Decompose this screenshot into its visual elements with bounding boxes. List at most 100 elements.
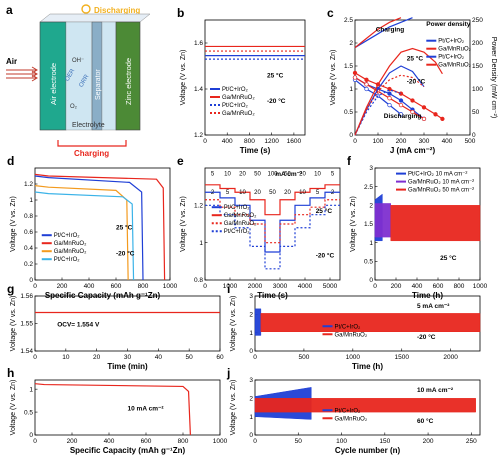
y-axis-label: Voltage (V vs. Zn) xyxy=(230,380,237,436)
y-tick-label: 0 xyxy=(369,277,373,284)
panel-letter-h: h xyxy=(7,366,14,380)
series-line xyxy=(354,17,413,49)
series-line xyxy=(354,65,425,136)
y-axis-label: Voltage (V vs. Zn) xyxy=(330,50,337,106)
y-tick-label: 1.2 xyxy=(194,203,203,210)
panel-letter-d: d xyxy=(7,154,14,168)
x-tick-label: 600 xyxy=(433,283,444,290)
y-tick-label: 0.5 xyxy=(364,259,373,266)
y2-tick-label: 200 xyxy=(472,40,483,47)
data-point xyxy=(364,86,369,92)
x-axis-label: J (mA cm⁻²) xyxy=(390,146,436,155)
data-point xyxy=(387,102,392,108)
annotation: -20 °C xyxy=(267,97,286,105)
annotation: -20 °C xyxy=(407,77,426,85)
air-electrode-label: Air electrode xyxy=(49,63,58,105)
chart-h: h 0 200 400 600 800 1000 0 0.5 1 Specific Capacity… xyxy=(7,366,228,455)
annotation: mA cm⁻² xyxy=(275,171,303,178)
x-tick-label: 30 xyxy=(124,354,132,361)
chart-d: d 0 200 400 600 800 1000 0 0.2 0.4 0.6 0.8 1 1.2 Speci… xyxy=(7,154,178,300)
legend-label: Ga/MnRuO₂ xyxy=(54,241,87,247)
data-point xyxy=(364,77,369,82)
x-tick-label: 200 xyxy=(57,283,68,290)
y-tick-label: 1.56 xyxy=(20,293,33,300)
x-axis-label: Time (min) xyxy=(107,362,148,371)
legend-label: Ga/MnRuO₂ xyxy=(438,47,471,53)
y-tick-label: 1.2 xyxy=(194,132,203,139)
legend-label: Ga/MnRuO₂ xyxy=(438,63,471,69)
data-point xyxy=(421,116,427,122)
x-axis-label: Specific Capacity (mAh g⁻¹Zn) xyxy=(45,291,161,300)
legend-label: Ga/MnRuO₂ xyxy=(224,221,257,227)
data-point xyxy=(421,105,427,110)
x-tick-label: 0 xyxy=(203,283,207,290)
annotation: 25 °C xyxy=(116,224,133,232)
x-tick-label: 800 xyxy=(244,138,255,145)
y-tick-label: 3 xyxy=(249,377,253,384)
y-axis-label: Voltage (V vs. Zn) xyxy=(10,380,17,436)
annotation: 10 mA cm⁻² xyxy=(128,405,165,412)
y2-tick-label: 0 xyxy=(472,132,476,139)
annotation: Charging xyxy=(376,27,405,34)
x-tick-label: 10 xyxy=(62,354,70,361)
x-tick-label: 100 xyxy=(336,438,347,445)
y-tick-label: 1.55 xyxy=(20,321,33,328)
chart-b: b 0 400 800 1200 1600 1.2 1.4 1.6 Time (s) Voltage… xyxy=(177,6,306,155)
x-tick-label: 0 xyxy=(33,283,37,290)
x-tick-label: 0 xyxy=(33,438,37,445)
x-tick-label: 1000 xyxy=(346,354,361,361)
x-tick-label: 600 xyxy=(111,283,122,290)
chart-c: c0 100 200 300 400 50000.511.522.505010015020… xyxy=(327,6,497,155)
panel-letter-b: b xyxy=(177,6,184,20)
panel-letter-i: i xyxy=(227,282,230,296)
x-tick-label: 1200 xyxy=(264,138,279,145)
annotation: 25 °C xyxy=(407,54,424,62)
plot-frame xyxy=(204,19,306,136)
y-tick-label: 1 xyxy=(369,240,373,247)
step-label: 50 xyxy=(254,171,261,177)
y-tick-label: 0.4 xyxy=(24,245,33,252)
charging-label: Charging xyxy=(74,149,109,158)
y-tick-label: 1 xyxy=(199,240,203,247)
step-label: 10 xyxy=(224,171,231,177)
panel-a: a Discharging Air electrode Separator Zi… xyxy=(6,3,151,158)
y-tick-label: 2 xyxy=(249,396,253,403)
legend-label: Ga/MnRuO₂ 50 mA cm⁻² xyxy=(408,188,474,194)
x-tick-label: 20 xyxy=(93,354,101,361)
discharging-label: Discharging xyxy=(94,6,140,15)
x-tick-label: 400 xyxy=(222,138,233,145)
step-label: 50 xyxy=(269,190,276,196)
panel-letter-g: g xyxy=(7,282,14,296)
x-tick-label: 50 xyxy=(295,438,303,445)
y-tick-label: 1.4 xyxy=(194,86,203,93)
legend-label: Ga/MnRuO₂ xyxy=(54,249,87,255)
y2-tick-label: 250 xyxy=(472,17,483,24)
x-tick-label: 1600 xyxy=(287,138,302,145)
data-point xyxy=(398,98,404,103)
step-label: 5 xyxy=(226,190,230,196)
y-axis-label: Voltage (V vs. Zn) xyxy=(180,196,187,252)
series-band xyxy=(260,313,481,332)
charging-circuit xyxy=(57,140,127,147)
panel-letter-f: f xyxy=(347,154,352,168)
y-tick-label: 1 xyxy=(349,86,353,93)
plot-frame xyxy=(204,167,341,281)
x-tick-label: 100 xyxy=(373,138,384,145)
data-point xyxy=(398,102,404,108)
y-tick-label: 0 xyxy=(29,432,33,439)
step-label: 100 xyxy=(267,171,278,177)
series-band xyxy=(254,308,262,336)
x-tick-label: 2000 xyxy=(443,354,458,361)
x-tick-label: 5000 xyxy=(323,283,338,290)
x-tick-label: 1000 xyxy=(213,438,228,445)
series-line xyxy=(34,191,135,281)
x-tick-label: 250 xyxy=(466,438,477,445)
y2-tick-label: 100 xyxy=(472,86,483,93)
x-axis-label: Time (s) xyxy=(240,146,271,155)
y-tick-label: 3 xyxy=(369,165,373,172)
y-tick-label: 2 xyxy=(369,203,373,210)
series-line xyxy=(205,184,340,216)
x-tick-label: 600 xyxy=(141,438,152,445)
y-tick-label: 0.2 xyxy=(24,261,33,268)
